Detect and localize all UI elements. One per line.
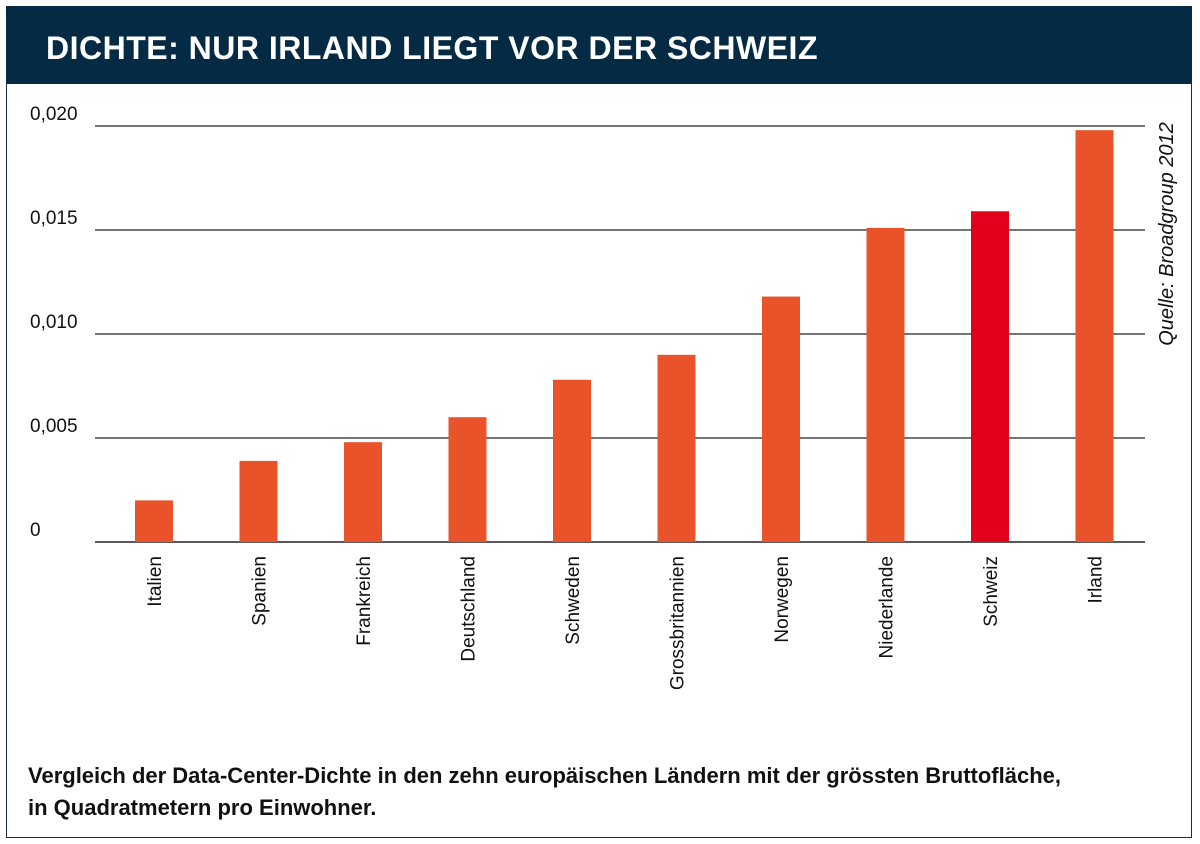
caption-line-1: Vergleich der Data-Center-Dichte in den …	[28, 763, 1061, 788]
bar-irland	[1075, 130, 1114, 542]
bar-schweden	[553, 379, 591, 542]
bar-frankreich	[344, 442, 382, 542]
x-tick-label: Frankreich	[354, 556, 375, 646]
x-tick-label: Schweden	[563, 556, 584, 645]
header-bar: DICHTE: NUR IRLAND LIEGT VOR DER SCHWEIZ	[6, 6, 1192, 84]
bar-italien	[135, 500, 173, 542]
x-tick-label: Grossbritannien	[668, 556, 689, 690]
x-tick-label: Italien	[145, 556, 166, 607]
y-axis-ticks: 0 0,005 0,010 0,015 0,020	[30, 104, 78, 541]
x-tick-label: Deutschland	[459, 556, 480, 662]
x-tick-label: Spanien	[250, 556, 271, 626]
source-label: Quelle: Broadgroup 2012	[1156, 122, 1178, 346]
chart-title: DICHTE: NUR IRLAND LIEGT VOR DER SCHWEIZ	[46, 30, 818, 66]
bar-grossbritannien	[657, 354, 696, 542]
y-tick-label: 0,010	[30, 312, 78, 333]
y-tick-label: 0,020	[30, 104, 78, 125]
x-tick-label: Schweiz	[981, 556, 1002, 627]
x-tick-label: Irland	[1086, 556, 1107, 604]
bars	[135, 130, 1114, 543]
y-tick-label: 0,005	[30, 416, 78, 437]
bar-norwegen	[762, 296, 800, 542]
x-tick-label: Niederlande	[877, 556, 898, 658]
bar-deutschland	[448, 417, 487, 542]
caption-line-2: in Quadratmetern pro Einwohner.	[28, 795, 377, 820]
y-tick-label: 0	[30, 520, 41, 541]
gridlines	[95, 125, 1145, 543]
chart-caption: Vergleich der Data-Center-Dichte in den …	[28, 760, 1178, 824]
x-axis-labels: Italien Spanien Frankreich Deutschland Schwe…	[145, 556, 1107, 690]
x-tick-label: Norwegen	[772, 556, 793, 643]
bar-schweiz	[971, 211, 1009, 542]
bar-spanien	[239, 460, 278, 542]
bar-niederlande	[866, 227, 905, 543]
y-tick-label: 0,015	[30, 208, 78, 229]
